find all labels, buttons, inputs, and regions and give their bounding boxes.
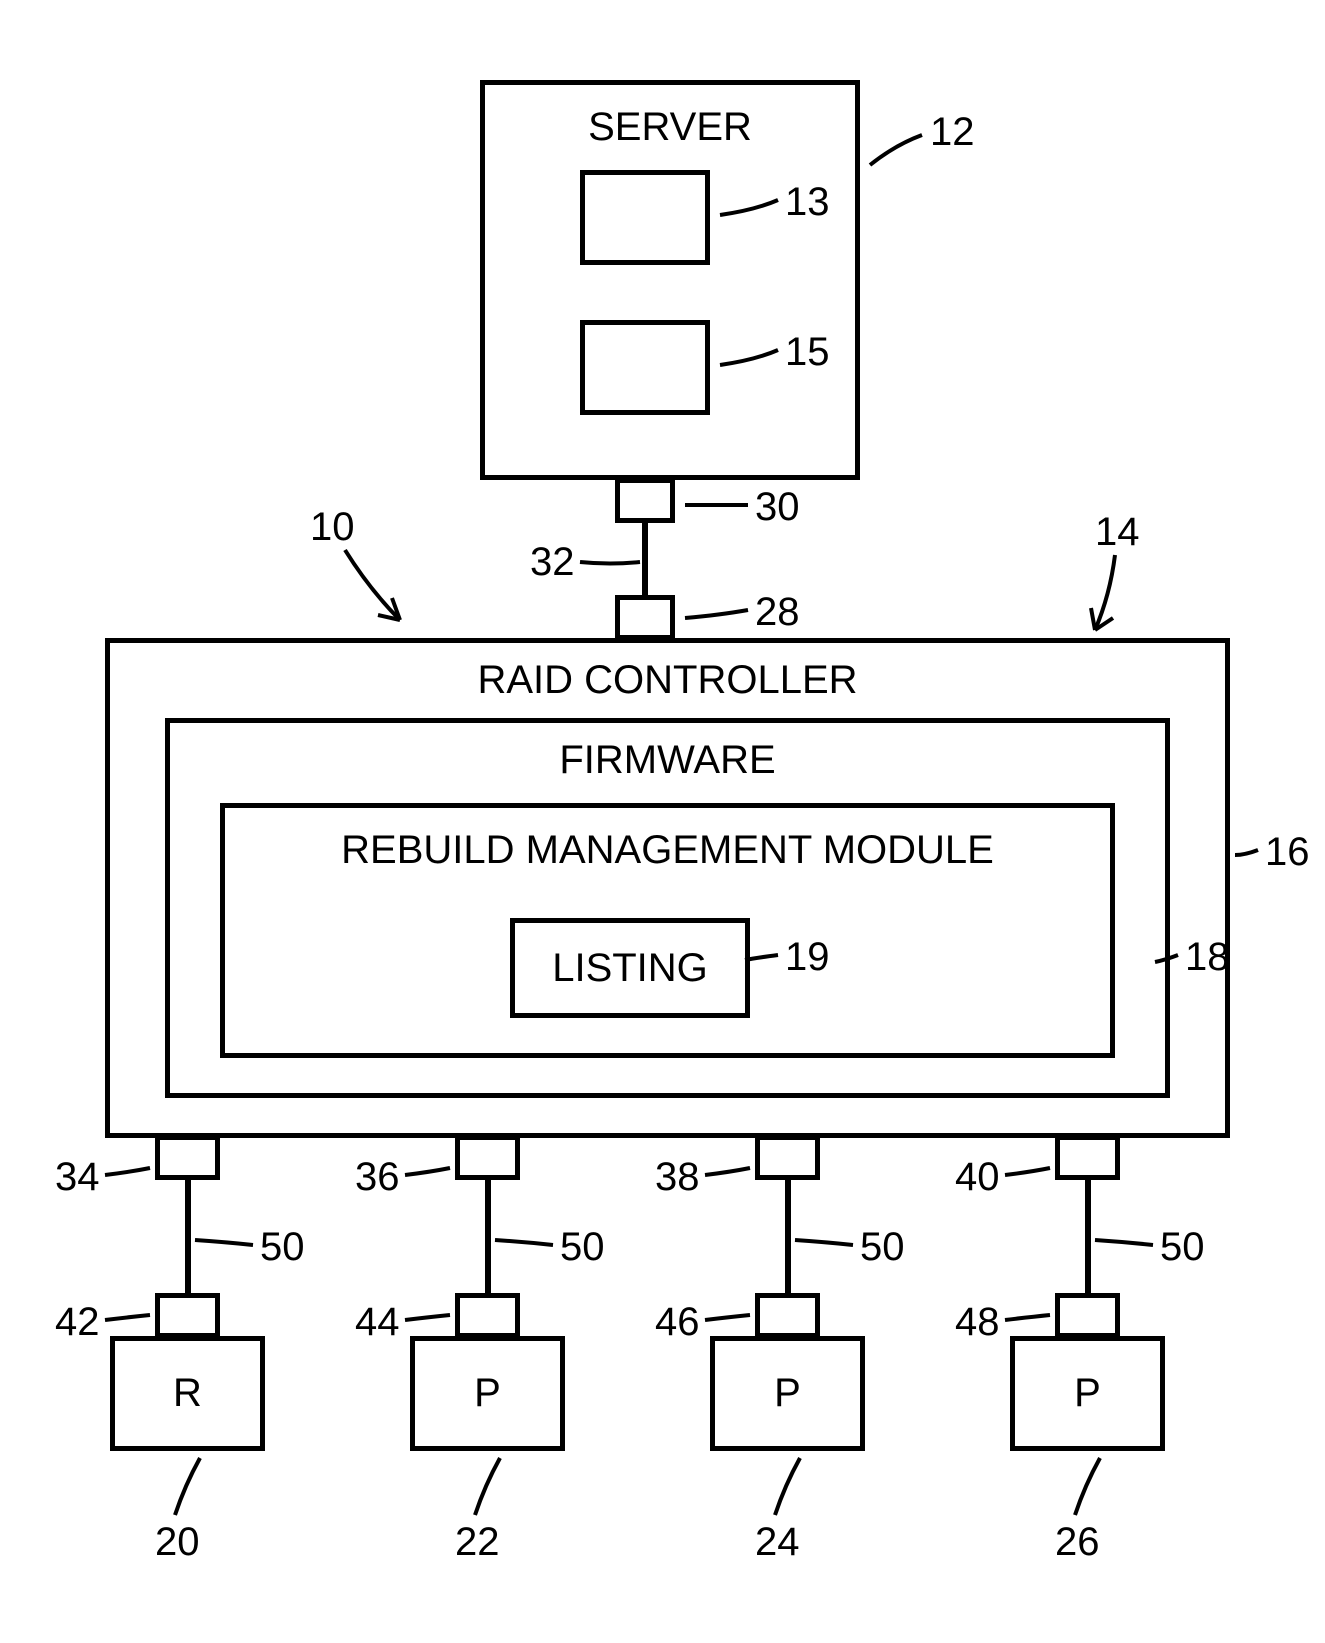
ref-32: 32: [530, 540, 575, 585]
link-32: [642, 523, 648, 595]
drive-p1: P: [410, 1336, 565, 1451]
server-inner-bottom: [580, 320, 710, 415]
port-40: [1055, 1135, 1120, 1180]
ref-12: 12: [930, 110, 975, 155]
port-36: [455, 1135, 520, 1180]
ref-20: 20: [155, 1520, 200, 1565]
ref-34: 34: [55, 1155, 100, 1200]
ref-24: 24: [755, 1520, 800, 1565]
port-42: [155, 1293, 220, 1338]
port-46: [755, 1293, 820, 1338]
drive-p2-label: P: [774, 1371, 801, 1416]
ref-36: 36: [355, 1155, 400, 1200]
drive-r: R: [110, 1336, 265, 1451]
ref-28: 28: [755, 590, 800, 635]
drive-p2: P: [710, 1336, 865, 1451]
drive-p1-label: P: [474, 1371, 501, 1416]
ref-13: 13: [785, 180, 830, 225]
link-50c: [785, 1180, 791, 1295]
ref-40: 40: [955, 1155, 1000, 1200]
ref-19: 19: [785, 935, 830, 980]
ref-22: 22: [455, 1520, 500, 1565]
ref-26: 26: [1055, 1520, 1100, 1565]
ref-50d: 50: [1160, 1225, 1205, 1270]
firmware-box: FIRMWARE REBUILD MANAGEMENT MODULE LISTI…: [165, 718, 1170, 1098]
raid-controller-title: RAID CONTROLLER: [110, 658, 1225, 703]
ref-16: 16: [1265, 830, 1310, 875]
drive-r-label: R: [173, 1371, 202, 1416]
server-title: SERVER: [485, 105, 855, 150]
ref-30: 30: [755, 485, 800, 530]
ref-50b: 50: [560, 1225, 605, 1270]
listing-title: LISTING: [552, 946, 708, 991]
port-48: [1055, 1293, 1120, 1338]
ref-42: 42: [55, 1300, 100, 1345]
port-38: [755, 1135, 820, 1180]
ref-14: 14: [1095, 510, 1140, 555]
server-box: SERVER: [480, 80, 860, 480]
port-34: [155, 1135, 220, 1180]
port-44: [455, 1293, 520, 1338]
ref-46: 46: [655, 1300, 700, 1345]
server-inner-top: [580, 170, 710, 265]
ref-10: 10: [310, 505, 355, 550]
listing-box: LISTING: [510, 918, 750, 1018]
ref-18: 18: [1185, 935, 1230, 980]
firmware-title: FIRMWARE: [170, 738, 1165, 783]
ref-15: 15: [785, 330, 830, 375]
link-50d: [1085, 1180, 1091, 1295]
ref-44: 44: [355, 1300, 400, 1345]
link-50b: [485, 1180, 491, 1295]
drive-p3-label: P: [1074, 1371, 1101, 1416]
drive-p3: P: [1010, 1336, 1165, 1451]
port-28: [615, 595, 675, 640]
rmm-title: REBUILD MANAGEMENT MODULE: [225, 828, 1110, 873]
ref-38: 38: [655, 1155, 700, 1200]
rmm-box: REBUILD MANAGEMENT MODULE LISTING: [220, 803, 1115, 1058]
ref-50a: 50: [260, 1225, 305, 1270]
link-50a: [185, 1180, 191, 1295]
raid-controller-box: RAID CONTROLLER FIRMWARE REBUILD MANAGEM…: [105, 638, 1230, 1138]
ref-48: 48: [955, 1300, 1000, 1345]
ref-50c: 50: [860, 1225, 905, 1270]
port-30: [615, 478, 675, 523]
